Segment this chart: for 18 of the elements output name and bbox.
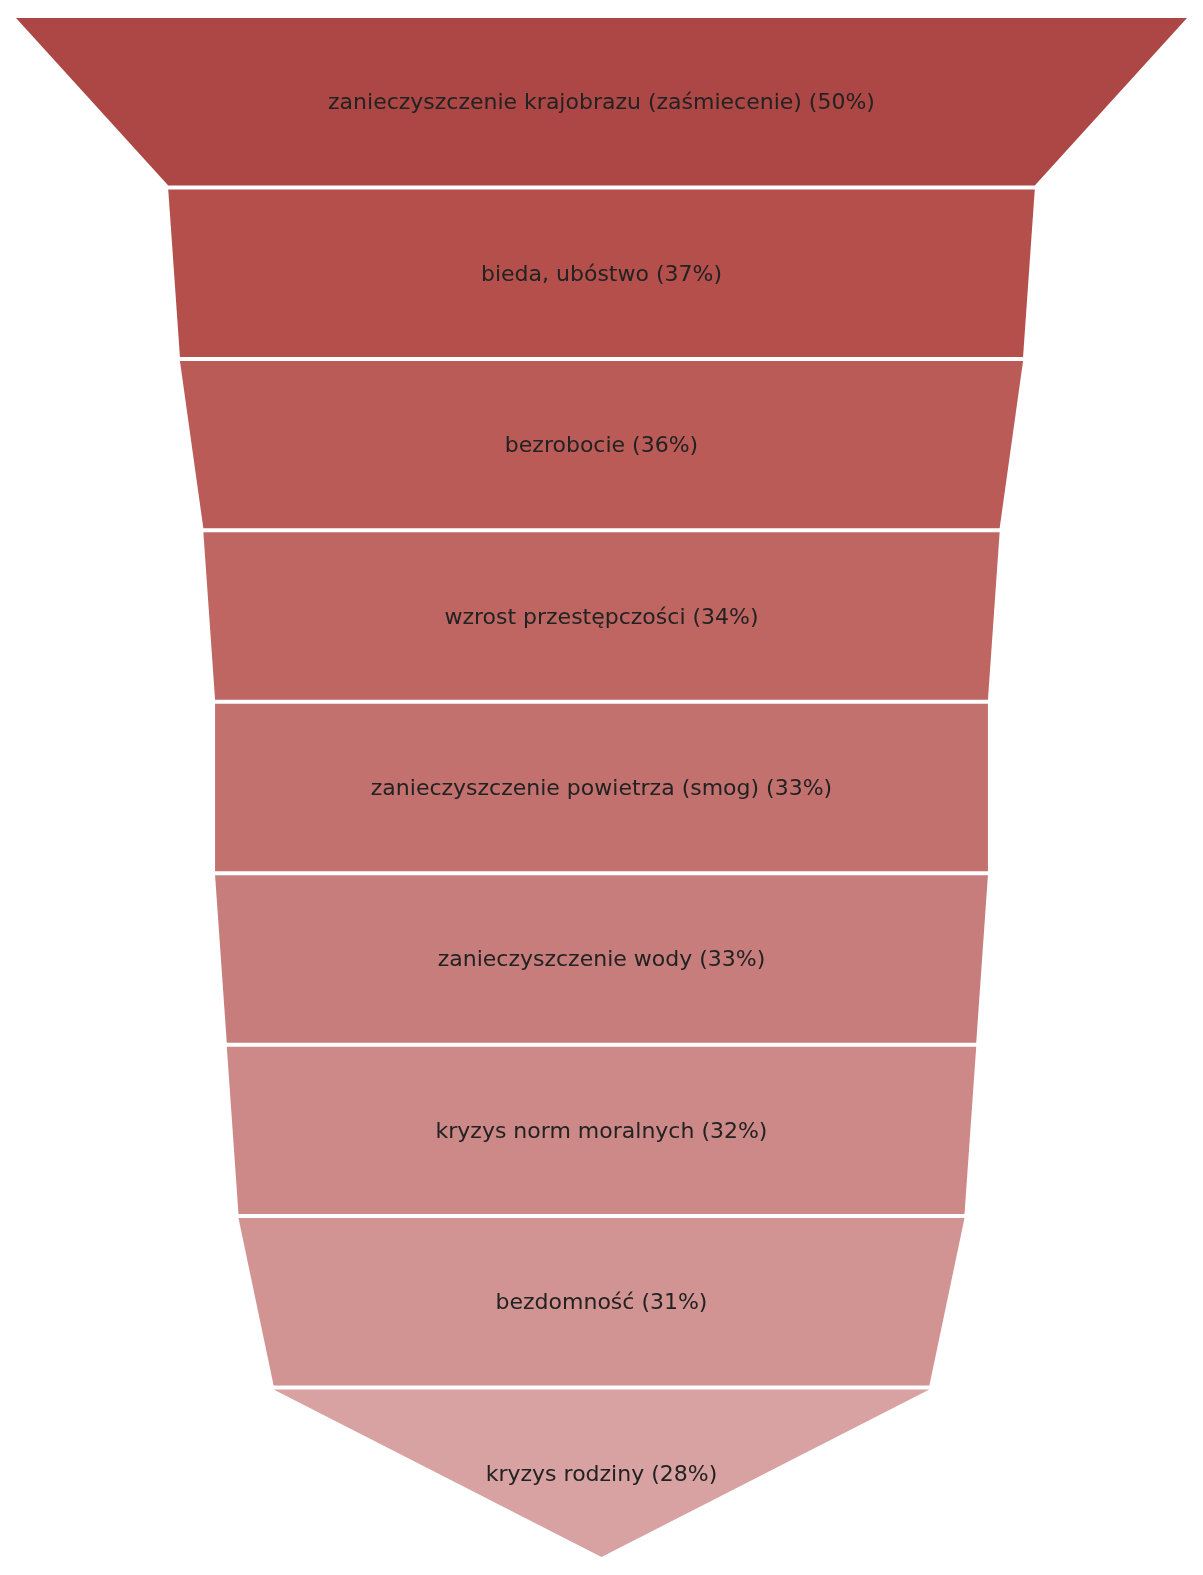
category-label: bieda, ubóstwo: [480, 260, 649, 286]
category-label: kryzys norm moralnych: [435, 1117, 695, 1143]
data-label: (34%): [692, 603, 759, 629]
category-label: zanieczyszczenie krajobrazu (zaśmiecenie): [328, 89, 802, 115]
category-label: zanieczyszczenie powietrza (smog): [370, 775, 760, 800]
data-label: (33%): [699, 946, 766, 972]
data-label: (50%): [808, 89, 875, 115]
category-label: wzrost przestępczości: [444, 603, 686, 629]
data-label: (37%): [655, 260, 723, 286]
category-label: bezdomność: [495, 1289, 635, 1315]
category-label: bezrobocie: [504, 432, 626, 458]
data-label: (28%): [651, 1460, 718, 1486]
data-label: (31%): [641, 1289, 708, 1315]
data-label: (32%): [701, 1117, 768, 1143]
category-label: kryzys rodziny: [485, 1460, 645, 1486]
data-label: (36%): [632, 432, 699, 458]
data-label: (33%): [766, 775, 833, 800]
category-label: zanieczyszczenie wody: [437, 946, 693, 972]
